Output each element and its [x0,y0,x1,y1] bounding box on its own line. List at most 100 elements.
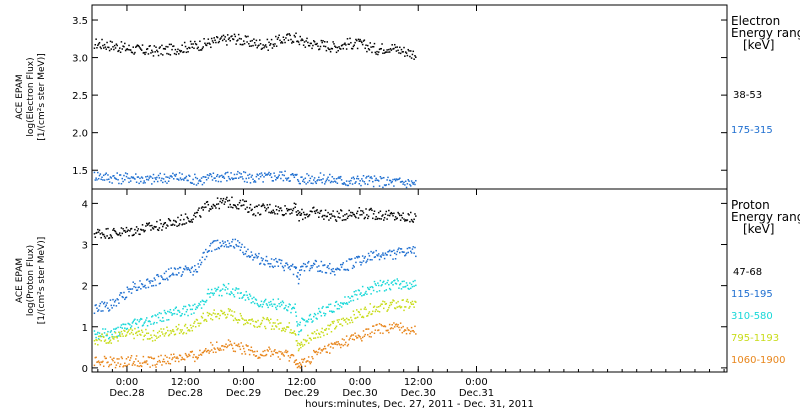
data-point [410,211,412,214]
data-point [400,306,403,308]
data-point [195,271,198,273]
data-point [113,229,116,232]
data-point [301,317,303,320]
data-point [297,180,300,183]
data-point [249,182,252,184]
data-point [273,303,275,306]
data-point [345,317,348,320]
data-point [143,285,145,288]
data-point [344,183,346,185]
data-point [300,269,303,271]
data-point [192,274,194,276]
data-point [377,180,380,182]
data-point [197,182,199,185]
data-point [161,364,163,366]
data-point [170,175,172,177]
data-point [127,322,129,325]
data-point [143,335,145,337]
data-point [244,353,247,355]
data-point [186,327,188,329]
data-point [335,268,338,271]
data-point [172,223,174,226]
data-point [205,178,208,181]
data-point [311,332,313,334]
data-point [384,283,387,285]
data-point [318,48,321,50]
data-point [215,248,218,250]
data-point [145,287,147,289]
data-point [277,356,280,358]
data-point [262,203,264,205]
data-point [369,42,372,44]
data-point [186,308,188,311]
data-point [289,356,291,359]
data-point [213,347,215,349]
data-point [378,258,381,261]
data-point [125,175,128,178]
data-point [160,275,162,277]
data-point [182,271,184,273]
data-point [269,44,271,46]
data-point [172,172,174,175]
data-point [388,209,390,212]
data-point [319,336,322,338]
data-point [363,294,366,296]
data-point [297,271,299,274]
data-point [303,343,306,346]
data-point [145,332,148,335]
data-point [375,53,377,55]
data-point [392,178,394,181]
data-point [308,361,311,363]
data-point [382,186,384,189]
data-point [216,36,219,39]
data-point [118,358,120,360]
data-point [126,230,129,233]
data-point [279,207,281,210]
data-point [182,223,184,225]
data-point [363,39,366,41]
data-point [179,329,182,331]
data-point [410,185,412,187]
data-point [175,306,178,308]
data-point [280,304,283,306]
data-point [171,176,173,178]
data-point [235,344,237,347]
data-point [326,266,328,269]
data-point [117,340,119,342]
data-point [313,177,316,179]
data-point [357,334,360,337]
data-point [233,204,236,206]
data-point [102,179,104,181]
data-point [290,311,292,314]
data-point [300,363,302,366]
data-point [263,301,265,303]
data-point [263,176,265,178]
data-point [162,178,165,180]
data-point [322,264,324,267]
data-point [141,44,144,46]
data-point [375,249,377,252]
data-point [208,292,210,295]
data-point [232,288,234,290]
data-point [290,174,292,176]
data-point [184,323,187,326]
data-point [152,173,155,176]
data-point [397,248,399,251]
data-point [123,45,125,48]
data-point [169,330,172,332]
data-point [199,322,202,325]
data-point [102,233,105,236]
data-point [237,177,240,179]
data-point [269,300,272,303]
data-point [282,301,285,304]
data-point [126,327,129,330]
data-point [251,318,253,320]
data-point [296,340,298,342]
data-point [388,183,390,186]
data-point [339,177,341,179]
data-point [237,292,239,294]
data-point [145,222,148,225]
data-point [259,303,262,306]
data-point [305,361,307,363]
data-point [247,174,249,177]
